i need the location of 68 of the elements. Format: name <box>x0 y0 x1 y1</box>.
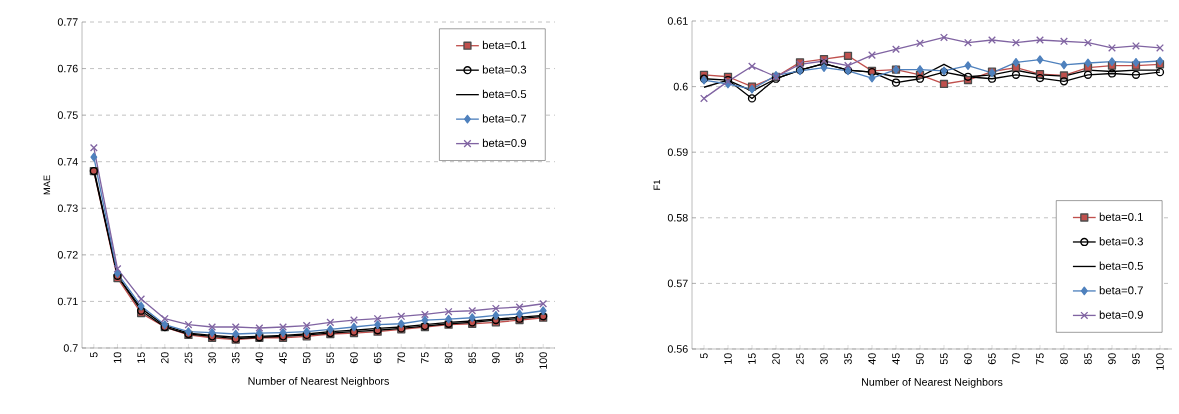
x-tick-label: 25 <box>796 353 804 365</box>
y-tick-label: 0.77 <box>57 18 78 26</box>
x-tick-label: 75 <box>1036 353 1044 365</box>
x-tick-label: 45 <box>279 352 287 364</box>
x-tick-label: 15 <box>748 353 756 364</box>
x-tick-label: 80 <box>1060 353 1068 365</box>
x-axis-title: Number of Nearest Neighbors <box>862 377 1003 388</box>
y-tick-label: 0.6 <box>673 82 688 91</box>
x-tick-label: 30 <box>820 353 828 365</box>
y-tick-label: 0.57 <box>667 279 688 288</box>
x-tick-label: 60 <box>964 353 972 365</box>
x-tick-label: 20 <box>772 353 780 365</box>
x-tick-label: 95 <box>1132 353 1140 365</box>
x-axis-title: Number of Nearest Neighbors <box>248 376 389 387</box>
y-tick-label: 0.72 <box>57 251 78 259</box>
y-tick-label: 0.61 <box>667 17 688 25</box>
x-tick-label: 85 <box>1084 353 1092 365</box>
x-tick-label: 65 <box>988 353 996 365</box>
y-tick-label: 0.74 <box>57 157 78 166</box>
x-tick-label: 40 <box>868 353 876 365</box>
y-tick-label: 0.7 <box>63 344 78 352</box>
legend-label: beta=0.9 <box>1099 310 1143 319</box>
x-tick-label: 70 <box>397 352 406 364</box>
x-tick-label: 5 <box>700 353 708 359</box>
x-tick-label: 85 <box>468 352 477 364</box>
x-tick-label: 15 <box>137 352 145 363</box>
legend-label: beta=0.5 <box>1099 261 1143 270</box>
legend-label: beta=0.1 <box>482 40 527 50</box>
x-tick-label: 65 <box>373 352 382 364</box>
legend-label: beta=0.9 <box>482 138 527 148</box>
x-tick-label: 90 <box>1108 353 1116 365</box>
x-tick-label: 5 <box>90 352 98 358</box>
x-tick-label: 50 <box>302 352 311 364</box>
legend-label: beta=0.7 <box>1099 286 1143 295</box>
y-tick-label: 0.59 <box>667 148 688 156</box>
x-tick-label: 80 <box>444 352 453 364</box>
x-tick-label: 30 <box>208 352 216 364</box>
x-tick-label: 10 <box>724 353 732 364</box>
x-tick-label: 70 <box>1012 353 1020 365</box>
x-tick-label: 55 <box>940 353 948 365</box>
x-tick-label: 45 <box>892 353 900 365</box>
y-tick-label: 0.73 <box>57 204 78 213</box>
x-tick-label: 25 <box>184 352 193 364</box>
legend-label: beta=0.5 <box>482 89 527 99</box>
x-tick-label: 10 <box>113 352 122 363</box>
legend-label: beta=0.1 <box>1099 212 1143 221</box>
x-tick-label: 100 <box>539 352 547 369</box>
y-tick-label: 0.56 <box>667 345 688 353</box>
x-tick-label: 35 <box>844 353 852 365</box>
x-tick-label: 40 <box>255 352 264 364</box>
legend-label: beta=0.7 <box>482 114 527 123</box>
legend-label: beta=0.3 <box>1099 237 1143 246</box>
x-tick-label: 100 <box>1156 353 1164 370</box>
x-tick-label: 50 <box>916 353 924 365</box>
y-tick-label: 0.71 <box>57 297 78 306</box>
x-tick-label: 75 <box>421 352 429 364</box>
y-axis-title: MAE <box>43 175 51 195</box>
legend-label: beta=0.3 <box>482 65 527 74</box>
x-tick-label: 55 <box>326 352 335 364</box>
y-tick-label: 0.75 <box>57 111 78 119</box>
x-tick-label: 20 <box>161 352 169 364</box>
x-tick-label: 60 <box>350 352 358 364</box>
y-axis-title: F1 <box>653 180 661 190</box>
x-tick-label: 35 <box>231 352 240 364</box>
x-tick-label: 90 <box>492 352 500 364</box>
y-tick-label: 0.58 <box>667 214 688 222</box>
x-tick-label: 95 <box>515 352 524 364</box>
y-tick-label: 0.76 <box>57 64 78 73</box>
